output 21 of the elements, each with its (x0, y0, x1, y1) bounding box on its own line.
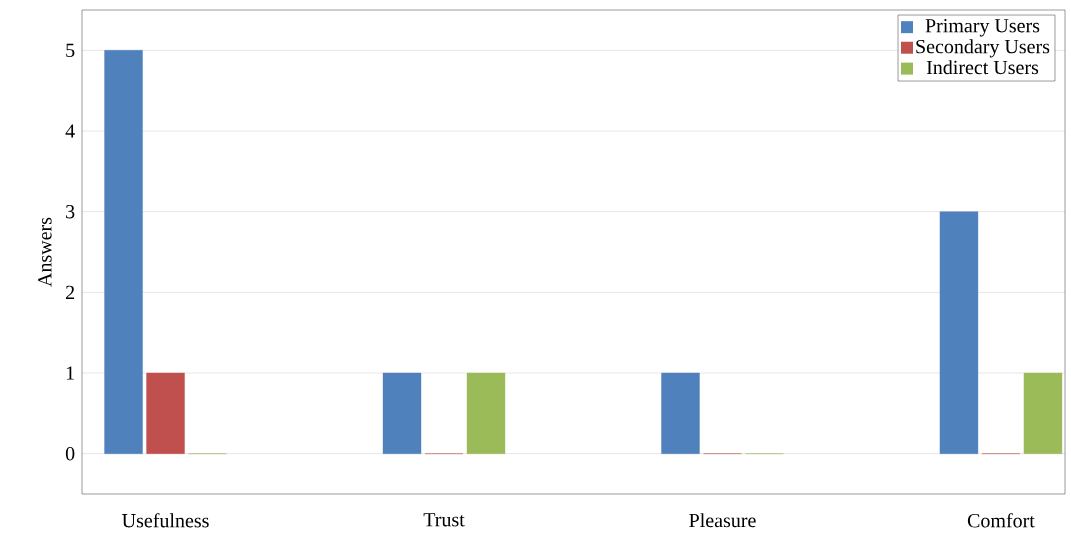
legend-label: Indirect Users (926, 60, 1039, 75)
y-tick-label: 1 (66, 366, 74, 380)
bar (104, 50, 143, 454)
bar (661, 372, 700, 454)
bar (382, 372, 422, 454)
bar (939, 211, 979, 454)
x-tick-label: Usefulness (122, 513, 209, 528)
y-tick-label: 4 (65, 124, 75, 138)
legend-label: Primary Users (925, 19, 1040, 37)
bar (1023, 372, 1063, 454)
legend-label: Secondary Users (916, 39, 1050, 58)
y-axis-title: Answers (38, 217, 52, 287)
y-tick-label: 3 (66, 204, 75, 219)
bar (146, 372, 185, 454)
y-tick-label: 5 (66, 43, 75, 57)
x-tick-label: Comfort (967, 513, 1035, 528)
x-tick-label: Trust (423, 513, 465, 527)
x-tick-label: Pleasure (689, 513, 756, 528)
bar (466, 372, 506, 454)
y-tick-label: 0 (65, 446, 75, 461)
y-tick-label: 2 (66, 285, 75, 299)
